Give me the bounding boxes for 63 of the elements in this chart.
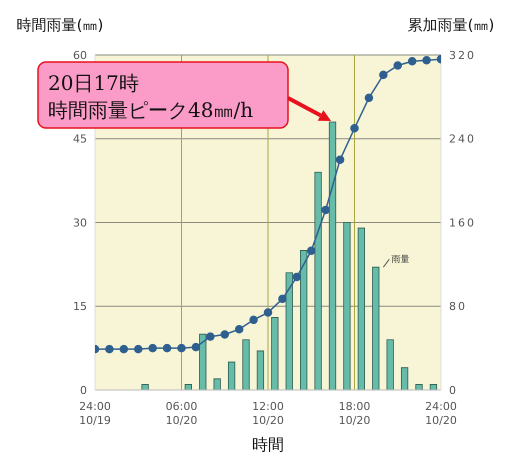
x-tick-label: 24:00 10/19 — [79, 400, 111, 427]
y2-axis-title: 累加雨量(㎜) — [408, 16, 494, 34]
bar — [184, 384, 192, 390]
point — [177, 344, 186, 352]
y2-tick-label: 0 — [449, 384, 458, 397]
x-tick-label: 18:00 10/20 — [338, 400, 370, 427]
bar — [214, 378, 221, 390]
point — [234, 325, 244, 334]
point — [336, 155, 344, 164]
bar — [300, 250, 308, 390]
point — [134, 344, 142, 354]
bar — [386, 339, 394, 390]
point — [105, 344, 114, 354]
y-tick-label: 60 — [73, 48, 87, 62]
point — [292, 272, 302, 282]
bar — [328, 122, 336, 390]
point — [422, 56, 431, 64]
x-tick-label: 24:00 10/20 — [425, 400, 457, 427]
y2-tick-label: 320 — [449, 48, 476, 62]
bar — [430, 384, 438, 390]
point — [192, 342, 200, 352]
bar — [415, 384, 423, 390]
y-tick-label: 0 — [80, 384, 87, 397]
point — [249, 316, 258, 324]
y-tick-label: 45 — [73, 132, 87, 146]
bar — [286, 272, 293, 390]
point — [307, 246, 316, 256]
point — [278, 294, 287, 304]
y-tick-label: 30 — [73, 216, 87, 230]
bar — [228, 362, 236, 390]
bar — [271, 317, 278, 390]
bar — [400, 367, 408, 390]
point — [364, 94, 374, 102]
bar — [314, 172, 322, 390]
x-axis-title: 時間 — [252, 435, 284, 454]
series-label: 雨量 — [391, 254, 410, 266]
bar — [358, 228, 365, 390]
y2-tick-label: 160 — [449, 216, 476, 230]
bar — [343, 222, 351, 390]
point — [321, 206, 330, 214]
point — [220, 330, 229, 339]
point — [379, 70, 388, 80]
annotation: 時間雨量ピーク48㎜/h — [48, 98, 254, 122]
x-tick-label: 06:00 10/20 — [166, 400, 198, 427]
bar — [372, 266, 380, 390]
bar — [141, 384, 149, 390]
point — [408, 57, 416, 66]
point — [148, 344, 157, 352]
bar — [242, 339, 250, 390]
x-tick-label: 12:00 10/20 — [252, 400, 284, 427]
y2-tick-label: 80 — [449, 300, 467, 314]
point — [162, 344, 172, 352]
point — [206, 332, 215, 341]
y2-tick-label: 240 — [449, 132, 476, 146]
point — [264, 308, 272, 317]
point — [394, 61, 402, 70]
y-tick-label: 15 — [73, 300, 87, 314]
y-axis-title: 時間雨量(㎜) — [16, 16, 104, 34]
point — [120, 344, 128, 354]
point — [350, 124, 359, 133]
annotation: 20日17時 — [48, 71, 139, 95]
bar — [199, 334, 206, 390]
bar — [256, 350, 264, 390]
